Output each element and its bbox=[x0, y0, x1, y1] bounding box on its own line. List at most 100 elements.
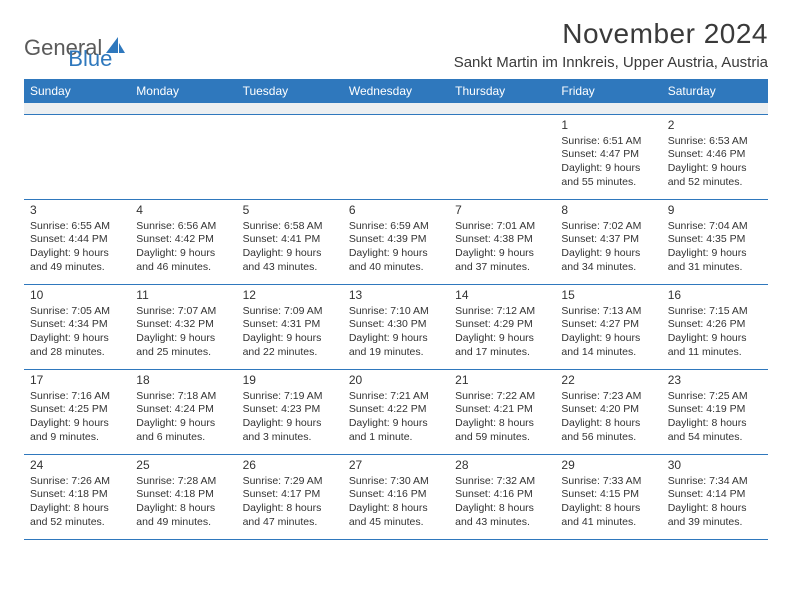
day-daylight2: and 22 minutes. bbox=[243, 346, 337, 360]
day-daylight1: Daylight: 8 hours bbox=[349, 502, 443, 516]
day-number: 7 bbox=[455, 203, 549, 219]
day-daylight2: and 47 minutes. bbox=[243, 516, 337, 530]
day-sunrise: Sunrise: 6:53 AM bbox=[668, 135, 762, 149]
day-number: 8 bbox=[561, 203, 655, 219]
day-cell: 29Sunrise: 7:33 AMSunset: 4:15 PMDayligh… bbox=[555, 455, 661, 539]
day-sunrise: Sunrise: 7:33 AM bbox=[561, 475, 655, 489]
day-daylight2: and 3 minutes. bbox=[243, 431, 337, 445]
day-cell: 16Sunrise: 7:15 AMSunset: 4:26 PMDayligh… bbox=[662, 285, 768, 369]
weekday-header: Friday bbox=[555, 79, 661, 103]
day-sunset: Sunset: 4:20 PM bbox=[561, 403, 655, 417]
day-number: 15 bbox=[561, 288, 655, 304]
day-cell: 6Sunrise: 6:59 AMSunset: 4:39 PMDaylight… bbox=[343, 200, 449, 284]
day-number: 17 bbox=[30, 373, 124, 389]
day-daylight1: Daylight: 9 hours bbox=[30, 247, 124, 261]
day-sunrise: Sunrise: 7:13 AM bbox=[561, 305, 655, 319]
day-sunset: Sunset: 4:39 PM bbox=[349, 233, 443, 247]
day-daylight2: and 39 minutes. bbox=[668, 516, 762, 530]
day-cell-empty bbox=[449, 115, 555, 199]
day-daylight2: and 17 minutes. bbox=[455, 346, 549, 360]
day-sunrise: Sunrise: 7:34 AM bbox=[668, 475, 762, 489]
week-row: 1Sunrise: 6:51 AMSunset: 4:47 PMDaylight… bbox=[24, 115, 768, 200]
day-number: 26 bbox=[243, 458, 337, 474]
day-number: 20 bbox=[349, 373, 443, 389]
day-sunset: Sunset: 4:29 PM bbox=[455, 318, 549, 332]
day-number: 11 bbox=[136, 288, 230, 304]
day-number: 13 bbox=[349, 288, 443, 304]
day-cell: 10Sunrise: 7:05 AMSunset: 4:34 PMDayligh… bbox=[24, 285, 130, 369]
day-number: 10 bbox=[30, 288, 124, 304]
day-sunrise: Sunrise: 7:07 AM bbox=[136, 305, 230, 319]
day-cell: 26Sunrise: 7:29 AMSunset: 4:17 PMDayligh… bbox=[237, 455, 343, 539]
day-daylight2: and 40 minutes. bbox=[349, 261, 443, 275]
day-sunset: Sunset: 4:26 PM bbox=[668, 318, 762, 332]
day-sunset: Sunset: 4:37 PM bbox=[561, 233, 655, 247]
day-sunrise: Sunrise: 7:22 AM bbox=[455, 390, 549, 404]
week-row: 24Sunrise: 7:26 AMSunset: 4:18 PMDayligh… bbox=[24, 455, 768, 540]
week-row: 17Sunrise: 7:16 AMSunset: 4:25 PMDayligh… bbox=[24, 370, 768, 455]
day-daylight1: Daylight: 9 hours bbox=[455, 332, 549, 346]
day-number: 27 bbox=[349, 458, 443, 474]
day-number: 28 bbox=[455, 458, 549, 474]
day-daylight1: Daylight: 9 hours bbox=[136, 247, 230, 261]
day-daylight2: and 31 minutes. bbox=[668, 261, 762, 275]
day-daylight2: and 37 minutes. bbox=[455, 261, 549, 275]
day-daylight1: Daylight: 8 hours bbox=[561, 502, 655, 516]
day-sunrise: Sunrise: 7:28 AM bbox=[136, 475, 230, 489]
day-cell: 20Sunrise: 7:21 AMSunset: 4:22 PMDayligh… bbox=[343, 370, 449, 454]
day-daylight2: and 56 minutes. bbox=[561, 431, 655, 445]
day-daylight2: and 19 minutes. bbox=[349, 346, 443, 360]
day-daylight2: and 49 minutes. bbox=[30, 261, 124, 275]
day-sunset: Sunset: 4:47 PM bbox=[561, 148, 655, 162]
day-sunrise: Sunrise: 7:15 AM bbox=[668, 305, 762, 319]
day-daylight1: Daylight: 9 hours bbox=[30, 417, 124, 431]
day-daylight1: Daylight: 9 hours bbox=[243, 332, 337, 346]
day-daylight1: Daylight: 9 hours bbox=[561, 247, 655, 261]
logo-text-blue: Blue bbox=[68, 48, 112, 70]
day-sunset: Sunset: 4:27 PM bbox=[561, 318, 655, 332]
week-row: 10Sunrise: 7:05 AMSunset: 4:34 PMDayligh… bbox=[24, 285, 768, 370]
day-number: 19 bbox=[243, 373, 337, 389]
day-number: 5 bbox=[243, 203, 337, 219]
day-cell: 7Sunrise: 7:01 AMSunset: 4:38 PMDaylight… bbox=[449, 200, 555, 284]
day-daylight2: and 43 minutes. bbox=[243, 261, 337, 275]
day-sunrise: Sunrise: 7:19 AM bbox=[243, 390, 337, 404]
day-cell-empty bbox=[24, 115, 130, 199]
day-daylight2: and 28 minutes. bbox=[30, 346, 124, 360]
logo: General Blue bbox=[24, 26, 112, 70]
day-daylight1: Daylight: 9 hours bbox=[243, 417, 337, 431]
day-daylight1: Daylight: 8 hours bbox=[668, 417, 762, 431]
day-number: 4 bbox=[136, 203, 230, 219]
day-daylight2: and 6 minutes. bbox=[136, 431, 230, 445]
day-cell: 17Sunrise: 7:16 AMSunset: 4:25 PMDayligh… bbox=[24, 370, 130, 454]
day-sunrise: Sunrise: 7:29 AM bbox=[243, 475, 337, 489]
day-sunset: Sunset: 4:44 PM bbox=[30, 233, 124, 247]
day-number: 30 bbox=[668, 458, 762, 474]
weeks-container: 1Sunrise: 6:51 AMSunset: 4:47 PMDaylight… bbox=[24, 115, 768, 540]
day-cell: 8Sunrise: 7:02 AMSunset: 4:37 PMDaylight… bbox=[555, 200, 661, 284]
weekday-header: Tuesday bbox=[237, 79, 343, 103]
day-daylight1: Daylight: 9 hours bbox=[561, 332, 655, 346]
day-sunset: Sunset: 4:31 PM bbox=[243, 318, 337, 332]
day-sunrise: Sunrise: 7:12 AM bbox=[455, 305, 549, 319]
calendar: Sunday Monday Tuesday Wednesday Thursday… bbox=[24, 79, 768, 540]
day-sunset: Sunset: 4:18 PM bbox=[30, 488, 124, 502]
day-number: 3 bbox=[30, 203, 124, 219]
day-sunrise: Sunrise: 6:59 AM bbox=[349, 220, 443, 234]
day-number: 21 bbox=[455, 373, 549, 389]
day-cell-empty bbox=[130, 115, 236, 199]
day-daylight1: Daylight: 9 hours bbox=[668, 162, 762, 176]
day-daylight1: Daylight: 9 hours bbox=[349, 247, 443, 261]
weekday-header: Sunday bbox=[24, 79, 130, 103]
day-daylight1: Daylight: 8 hours bbox=[243, 502, 337, 516]
day-daylight1: Daylight: 8 hours bbox=[30, 502, 124, 516]
day-daylight2: and 14 minutes. bbox=[561, 346, 655, 360]
day-sunset: Sunset: 4:32 PM bbox=[136, 318, 230, 332]
day-cell: 21Sunrise: 7:22 AMSunset: 4:21 PMDayligh… bbox=[449, 370, 555, 454]
day-sunrise: Sunrise: 6:58 AM bbox=[243, 220, 337, 234]
day-sunset: Sunset: 4:22 PM bbox=[349, 403, 443, 417]
day-sunrise: Sunrise: 7:04 AM bbox=[668, 220, 762, 234]
day-number: 12 bbox=[243, 288, 337, 304]
day-number: 24 bbox=[30, 458, 124, 474]
day-sunrise: Sunrise: 7:23 AM bbox=[561, 390, 655, 404]
